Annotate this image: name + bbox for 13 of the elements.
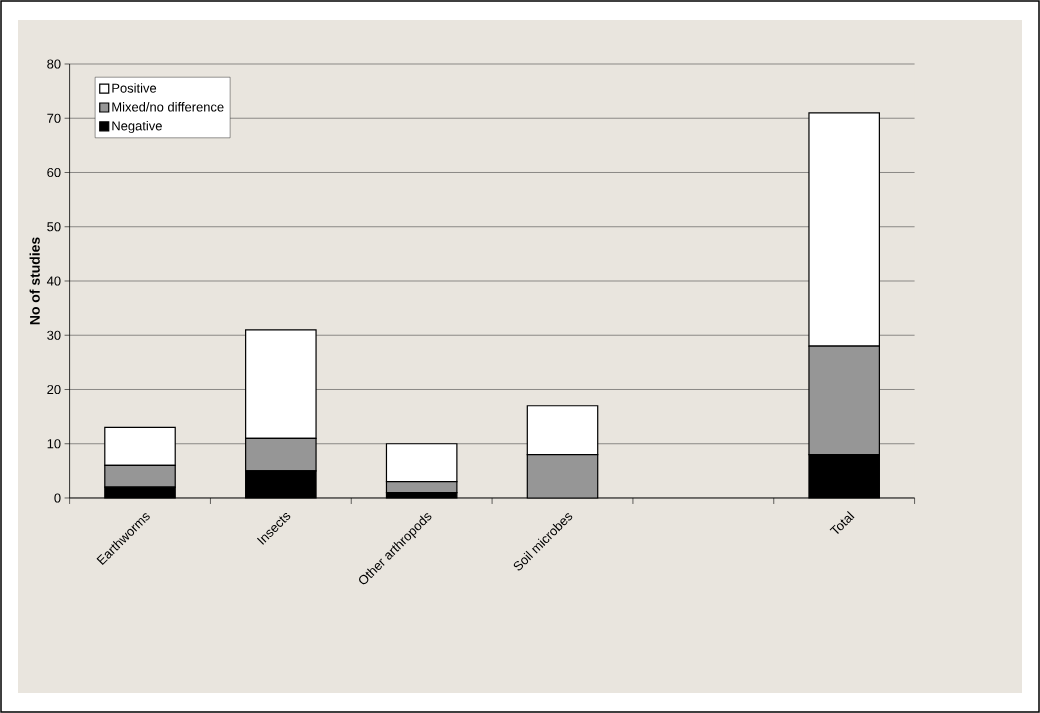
y-tick-label: 30 bbox=[47, 330, 61, 340]
y-axis-title: No of studies bbox=[29, 237, 40, 325]
y-tick-label: 40 bbox=[46, 276, 61, 286]
y-tick-label: 70 bbox=[47, 113, 61, 123]
y-tick-label: 80 bbox=[47, 59, 61, 69]
y-tick-label: 60 bbox=[47, 167, 61, 178]
y-tick-label: 20 bbox=[47, 384, 61, 395]
y-tick-label: 10 bbox=[47, 439, 61, 449]
y-tick-label: 50 bbox=[47, 222, 61, 232]
legend-label: Mixed/no difference bbox=[112, 102, 224, 112]
y-tick-label: 0 bbox=[54, 493, 61, 503]
legend-label: Negative bbox=[112, 120, 162, 133]
legend-label: Positive bbox=[112, 83, 157, 93]
